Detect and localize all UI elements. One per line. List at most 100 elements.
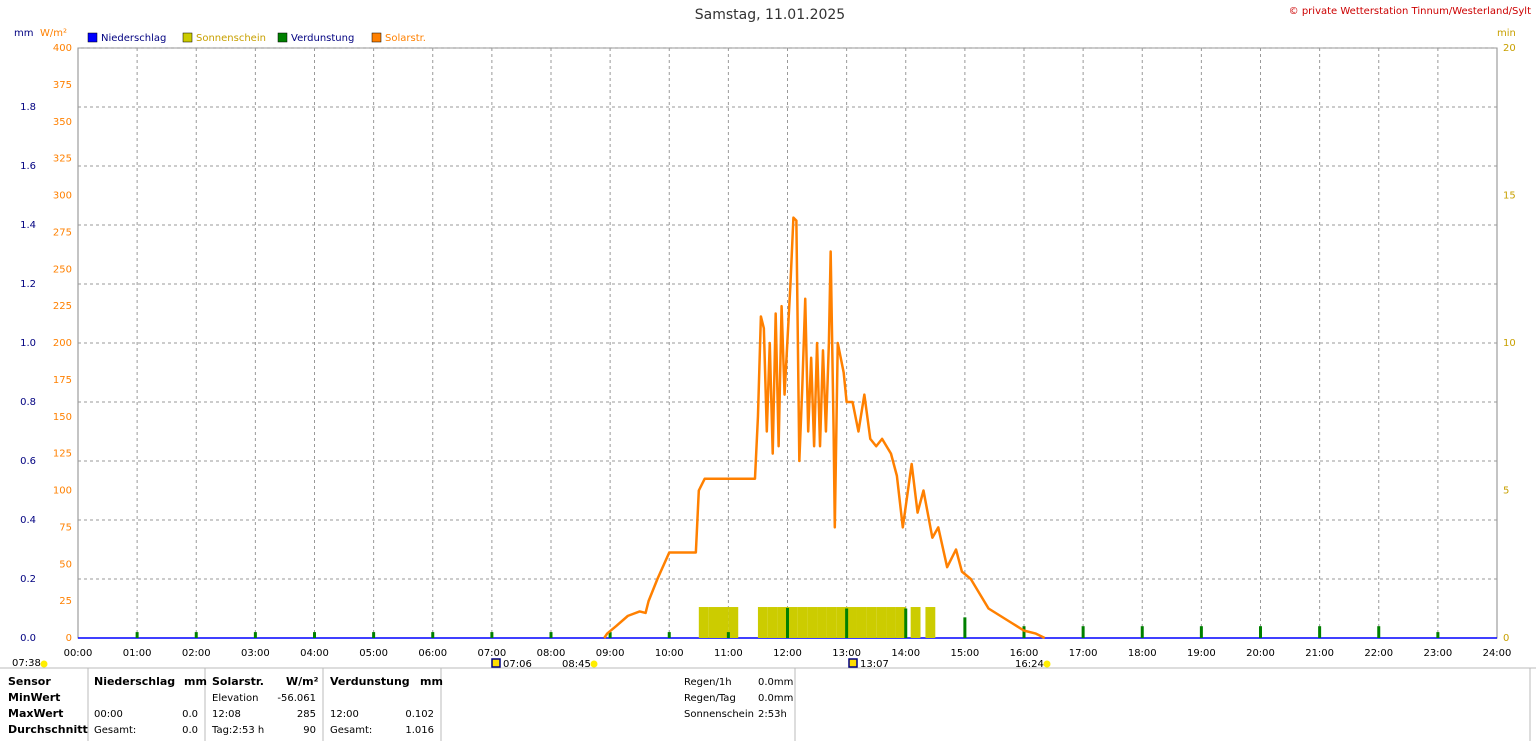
bar: [608, 632, 612, 638]
x-tick-label: 17:00: [1069, 648, 1098, 659]
summary-label: Regen/1h: [684, 677, 732, 688]
y2-tick-label: 15: [1503, 191, 1516, 202]
row-label: Durchschnitt: [8, 723, 88, 736]
x-tick-label: 00:00: [64, 648, 93, 659]
bar: [431, 632, 435, 638]
y-tick-label-mm: 0.2: [20, 574, 36, 585]
y-tick-label-w: 300: [53, 191, 72, 202]
table-header: Sensor: [8, 675, 51, 688]
x-tick-label: 09:00: [596, 648, 625, 659]
bar: [718, 607, 729, 638]
x-tick-label: 01:00: [123, 648, 152, 659]
table-cell: Gesamt:: [330, 725, 372, 736]
table-cell: Elevation: [212, 693, 258, 704]
y-tick-label-mm: 0.0: [20, 633, 36, 644]
bar: [866, 607, 877, 638]
bar: [726, 632, 730, 638]
table-cell: 12:00: [330, 709, 359, 720]
copyright: © private Wetterstation Tinnum/Westerlan…: [1289, 6, 1531, 17]
bar: [1081, 626, 1085, 638]
row-label: MinWert: [8, 691, 60, 704]
bar: [807, 607, 818, 638]
y2-tick-label: 5: [1503, 486, 1509, 497]
x-tick-label: 06:00: [418, 648, 447, 659]
time-marker: 13:07: [860, 659, 889, 670]
bar: [549, 632, 553, 638]
table-cell: 90: [303, 725, 316, 736]
bar: [963, 617, 967, 638]
y-tick-label-w: 0: [66, 633, 72, 644]
x-tick-label: 16:00: [1010, 648, 1039, 659]
table-cell: 0.102: [405, 709, 434, 720]
bar: [698, 607, 709, 638]
y-tick-label-w: 200: [53, 338, 72, 349]
x-tick-label: 13:00: [832, 648, 861, 659]
x-tick-label: 02:00: [182, 648, 211, 659]
summary-label: Regen/Tag: [684, 693, 736, 704]
bar: [135, 632, 139, 638]
y-tick-label-w: 150: [53, 412, 72, 423]
bar: [895, 607, 906, 638]
legend-swatch: [371, 32, 382, 43]
y-tick-label-w: 400: [53, 43, 72, 54]
table-header: mm: [420, 675, 443, 688]
bar: [253, 632, 257, 638]
bar: [786, 607, 789, 638]
y-tick-label-w: 375: [53, 80, 72, 91]
bar: [886, 607, 896, 638]
table-header: Niederschlag: [94, 675, 175, 688]
y2-axis-label: min: [1497, 28, 1516, 39]
bar: [313, 632, 316, 638]
x-tick-label: 04:00: [300, 648, 329, 659]
bar: [925, 607, 936, 638]
legend-label: Solarstr.: [385, 33, 426, 44]
bar: [777, 607, 788, 638]
table-header: Solarstr.: [212, 675, 264, 688]
x-tick-label: 11:00: [714, 648, 743, 659]
bar: [1140, 626, 1144, 638]
x-tick-label: 12:00: [773, 648, 802, 659]
table-cell: -56.061: [277, 693, 316, 704]
sun-icon: [40, 660, 48, 668]
table-cell: 0.0: [182, 725, 198, 736]
y-tick-label-w: 125: [53, 449, 72, 460]
x-tick-label: 24:00: [1483, 648, 1512, 659]
time-marker: 08:45: [562, 659, 591, 670]
x-tick-label: 18:00: [1128, 648, 1157, 659]
bar: [194, 632, 198, 638]
summary-value: 0.0mm: [758, 693, 793, 704]
bar: [910, 607, 921, 638]
legend-label: Niederschlag: [101, 33, 166, 44]
time-marker: 16:24: [1015, 659, 1044, 670]
table-cell: 00:00: [94, 709, 123, 720]
bar: [846, 607, 857, 638]
y-tick-label-mm: 1.6: [20, 161, 36, 172]
moon-icon: [848, 658, 858, 668]
summary-value: 0.0mm: [758, 677, 793, 688]
y-tick-label-mm: 1.0: [20, 338, 36, 349]
table-cell: 12:08: [212, 709, 241, 720]
bar: [757, 607, 768, 638]
bar: [708, 607, 719, 638]
table-header: mm: [184, 675, 207, 688]
line: [603, 216, 1046, 640]
y-tick-label-mm: 1.2: [20, 279, 36, 290]
chart-title: Samstag, 11.01.2025: [695, 7, 845, 23]
y-axis-label-mm: mm: [14, 28, 33, 39]
y-tick-label-w: 25: [59, 596, 72, 607]
time-marker: 07:38: [12, 658, 41, 669]
bar: [1199, 626, 1203, 638]
x-tick-label: 19:00: [1187, 648, 1216, 659]
table-header: Verdunstung: [330, 675, 410, 688]
summary-value: 2:53h: [758, 709, 787, 720]
y-tick-label-w: 275: [53, 227, 72, 238]
bar: [797, 607, 808, 638]
y-tick-label-w: 350: [53, 117, 72, 128]
bar: [1022, 626, 1026, 638]
bar: [667, 632, 671, 638]
bar: [876, 607, 887, 638]
time-marker: 07:06: [503, 659, 532, 670]
table-cell: 285: [297, 709, 316, 720]
bar: [728, 607, 739, 638]
legend-label: Sonnenschein: [196, 33, 266, 44]
